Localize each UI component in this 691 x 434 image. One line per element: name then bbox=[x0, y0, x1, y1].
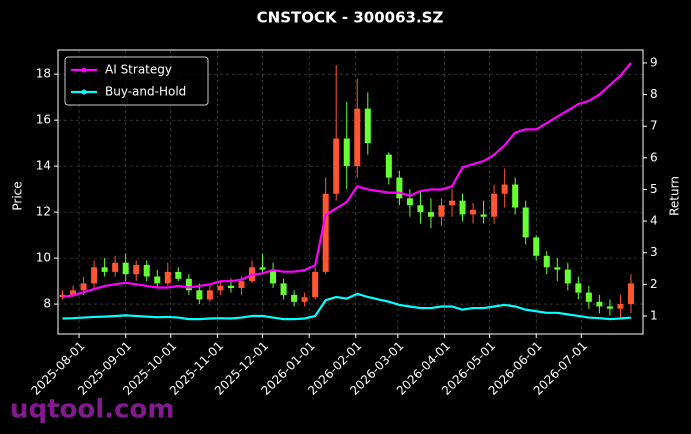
candle-body bbox=[333, 138, 340, 194]
candle-body bbox=[564, 269, 571, 284]
candle-body bbox=[491, 193, 498, 217]
y-tick-label: 10 bbox=[36, 251, 51, 265]
candle-body bbox=[470, 209, 477, 215]
candle-body bbox=[417, 205, 424, 213]
chart-title: CNSTOCK - 300063.SZ bbox=[257, 9, 444, 27]
y-tick-label: 14 bbox=[36, 159, 51, 173]
y2-tick-label: 1 bbox=[650, 308, 658, 322]
candle-body bbox=[175, 271, 182, 279]
candle-body bbox=[301, 297, 308, 302]
legend-marker bbox=[81, 89, 87, 95]
candle-body bbox=[80, 283, 87, 291]
y2-tick-label: 9 bbox=[650, 55, 658, 69]
candle-body bbox=[354, 108, 361, 167]
candle-body bbox=[364, 108, 371, 144]
y-tick-label: 12 bbox=[36, 205, 51, 219]
y-axis-label: Price bbox=[11, 181, 25, 210]
candle-body bbox=[543, 255, 550, 268]
candle-body bbox=[133, 265, 140, 275]
candle-body bbox=[480, 214, 487, 217]
candle-body bbox=[238, 281, 245, 289]
candle-body bbox=[449, 200, 456, 206]
candle-body bbox=[91, 267, 98, 284]
candle-body bbox=[196, 290, 203, 300]
y2-tick-label: 3 bbox=[650, 245, 658, 259]
y2-tick-label: 2 bbox=[650, 277, 658, 291]
candle-body bbox=[143, 265, 150, 277]
candle-body bbox=[343, 138, 350, 167]
candle-body bbox=[164, 271, 171, 284]
watermark: uqtool.com bbox=[10, 395, 174, 425]
candle-body bbox=[112, 262, 119, 272]
candle-body bbox=[259, 267, 266, 270]
line-series bbox=[62, 62, 632, 299]
candle-body bbox=[617, 304, 624, 309]
candle-body bbox=[312, 271, 319, 298]
candle-body bbox=[122, 262, 129, 275]
candle-body bbox=[154, 276, 161, 284]
candle-body bbox=[459, 200, 466, 215]
candle-body bbox=[501, 184, 508, 194]
legend-box bbox=[64, 56, 209, 106]
candle-body bbox=[512, 184, 519, 208]
y2-tick-label: 4 bbox=[650, 214, 658, 228]
candle-body bbox=[185, 278, 192, 291]
candle-body bbox=[533, 237, 540, 256]
legend-label: Buy-and-Hold bbox=[105, 85, 186, 99]
candle-body bbox=[606, 306, 613, 309]
candle-body bbox=[406, 198, 413, 206]
candle-body bbox=[217, 285, 224, 291]
legend-marker bbox=[81, 67, 87, 73]
candle-body bbox=[270, 269, 277, 284]
y2-tick-label: 8 bbox=[650, 87, 658, 101]
candle-body bbox=[438, 205, 445, 217]
candle-body bbox=[227, 285, 234, 289]
candle-body bbox=[585, 292, 592, 302]
y2-tick-label: 6 bbox=[650, 150, 658, 164]
candle-body bbox=[396, 177, 403, 199]
candle-body bbox=[291, 294, 298, 302]
candle-body bbox=[385, 154, 392, 178]
candle-body bbox=[522, 207, 529, 238]
y2-tick-label: 5 bbox=[650, 182, 658, 196]
candle-body bbox=[627, 283, 634, 305]
plot-frame bbox=[57, 49, 644, 335]
y2-axis-label: Return bbox=[668, 176, 682, 216]
candle-body bbox=[427, 212, 434, 217]
y-tick-label: 18 bbox=[36, 67, 51, 81]
y-tick-label: 8 bbox=[43, 297, 51, 311]
y-tick-label: 16 bbox=[36, 113, 51, 127]
candle-body bbox=[322, 193, 329, 272]
candle-body bbox=[206, 290, 213, 300]
y2-tick-label: 7 bbox=[650, 119, 658, 133]
candle-body bbox=[101, 267, 108, 272]
candle-body bbox=[70, 290, 77, 295]
line-series bbox=[62, 292, 632, 321]
candle-body bbox=[554, 267, 561, 270]
candle-body bbox=[596, 301, 603, 307]
legend-label: AI Strategy bbox=[105, 63, 172, 77]
candle-body bbox=[575, 283, 582, 293]
candle-body bbox=[280, 283, 287, 295]
